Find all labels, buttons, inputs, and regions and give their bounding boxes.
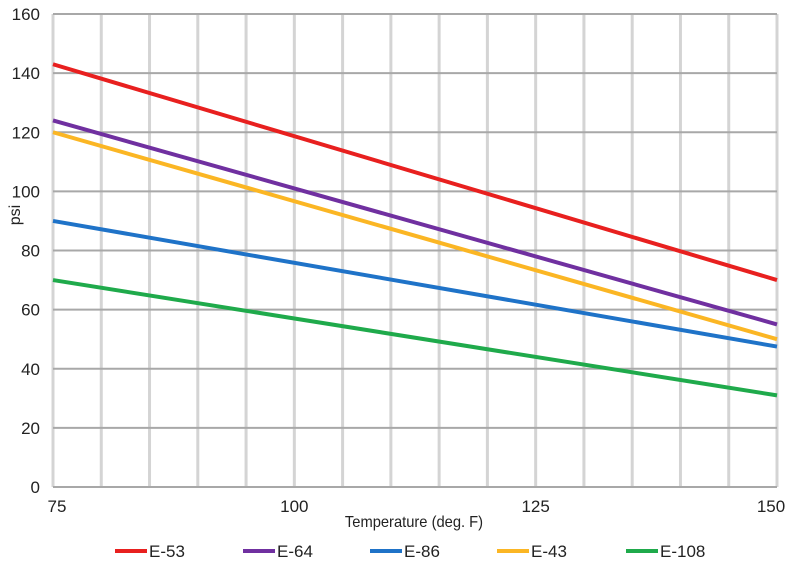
legend-item: E-53 bbox=[115, 542, 185, 561]
legend-label: E-86 bbox=[404, 542, 440, 561]
series-line-e-43 bbox=[52, 130, 778, 342]
grid bbox=[51, 13, 779, 488]
y-tick-label: 120 bbox=[12, 123, 40, 142]
y-axis-label: psi bbox=[7, 205, 24, 225]
series-lines bbox=[52, 62, 778, 398]
y-tick-label: 40 bbox=[21, 360, 40, 379]
y-tick-label: 160 bbox=[12, 5, 40, 24]
legend-item: E-108 bbox=[626, 542, 705, 561]
x-tick-label: 150 bbox=[757, 497, 785, 516]
legend-label: E-43 bbox=[531, 542, 567, 561]
legend-label: E-53 bbox=[149, 542, 185, 561]
legend-label: E-108 bbox=[660, 542, 705, 561]
x-axis-ticks: 75 100 125 150 bbox=[48, 497, 786, 516]
series-line-e-86 bbox=[52, 218, 778, 349]
legend-item: E-43 bbox=[497, 542, 567, 561]
x-axis-label: Temperature (deg. F) bbox=[345, 513, 483, 531]
y-tick-label: 60 bbox=[21, 301, 40, 320]
series-line-e-53 bbox=[52, 62, 778, 282]
y-tick-label: 20 bbox=[21, 419, 40, 438]
y-axis-ticks: 0 20 40 60 80 100 120 140 160 bbox=[12, 5, 40, 497]
y-tick-label: 100 bbox=[12, 182, 40, 201]
series-line-e-108 bbox=[52, 278, 778, 398]
x-tick-label: 75 bbox=[48, 497, 67, 516]
legend-item: E-86 bbox=[370, 542, 440, 561]
y-tick-label: 80 bbox=[21, 242, 40, 261]
legend-label: E-64 bbox=[277, 542, 313, 561]
legend: E-53 E-64 E-86 E-43 E-108 bbox=[115, 542, 705, 561]
y-tick-label: 140 bbox=[12, 64, 40, 83]
x-tick-label: 100 bbox=[280, 497, 308, 516]
legend-item: E-64 bbox=[243, 542, 313, 561]
x-tick-label: 125 bbox=[521, 497, 549, 516]
y-tick-label: 0 bbox=[31, 478, 40, 497]
series-line-e-64 bbox=[52, 118, 778, 327]
